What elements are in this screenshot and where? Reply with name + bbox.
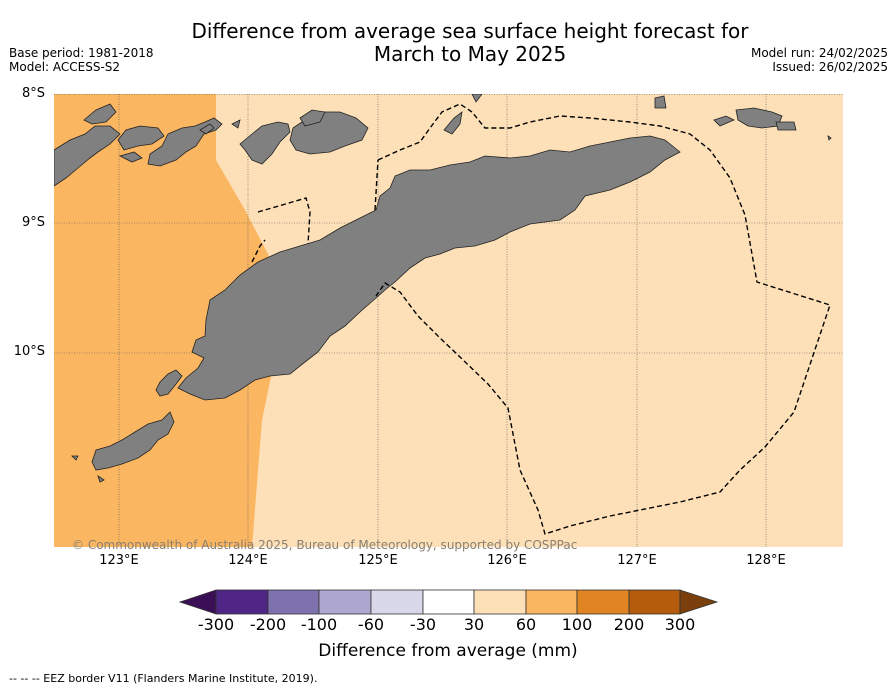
- colorbar-bin-7: [525, 589, 578, 615]
- colorbar-bin-5: [422, 589, 475, 615]
- colorbar-tick-label: -30: [409, 615, 437, 634]
- colorbar-bin-9: [628, 589, 681, 615]
- lat-label-9s: 9°S: [21, 215, 45, 230]
- babar-islet: [713, 115, 735, 127]
- colorbar-tick-label: 100: [561, 615, 593, 634]
- north-islet-b: [654, 95, 667, 109]
- north-islet-a: [471, 94, 483, 103]
- base-period: Base period: 1981-2018: [9, 46, 154, 60]
- small-islet-1: [199, 123, 215, 135]
- colorbar-title: Difference from average (mm): [318, 641, 578, 661]
- colorbar-tick-label: -100: [300, 615, 338, 634]
- adonara-island: [117, 125, 165, 151]
- flores-north-islet: [83, 103, 117, 125]
- wetar-west: [231, 119, 241, 129]
- lat-label-8s: 8°S: [21, 86, 45, 101]
- colorbar-tick-label: -200: [249, 615, 287, 634]
- moa-island: [775, 121, 797, 131]
- colorbar-bin-6: [473, 589, 527, 615]
- lon-label-128e: 128°E: [746, 553, 786, 568]
- map-area: [54, 94, 843, 547]
- lon-label-124e: 124°E: [228, 553, 268, 568]
- anomaly-60-100-region: [54, 94, 272, 547]
- atauro-islet: [443, 111, 463, 135]
- small-islet-2: [97, 475, 105, 483]
- colorbar-bin-3: [318, 589, 372, 615]
- solor-island: [118, 151, 143, 163]
- land: [54, 94, 832, 483]
- colorbar-tick-label: -300: [197, 615, 235, 634]
- meta-right: Model run: 24/02/2025 Issued: 26/02/2025: [751, 46, 888, 74]
- colorbar-extend-low: [178, 589, 217, 615]
- east-islet: [827, 135, 832, 141]
- lon-label-126e: 126°E: [487, 553, 527, 568]
- lon-label-127e: 127°E: [617, 553, 657, 568]
- model-name: Model: ACCESS-S2: [9, 60, 121, 74]
- issued-date: Issued: 26/02/2025: [772, 60, 888, 74]
- meta-left: Base period: 1981-2018 Model: ACCESS-S2: [9, 46, 154, 74]
- flores-east: [54, 125, 121, 187]
- colorbar-tick-label: 30: [463, 615, 485, 634]
- colorbar-extend-high: [679, 589, 719, 615]
- rote-island: [155, 369, 183, 397]
- colorbar: [178, 589, 719, 615]
- colorbar-bin-8: [576, 589, 630, 615]
- title-line-2: March to May 2025: [373, 42, 567, 66]
- model-run: Model run: 24/02/2025: [750, 46, 888, 60]
- raijua-islet: [71, 455, 79, 461]
- lon-label-125e: 125°E: [358, 553, 398, 568]
- copyright-notice: © Commonwealth of Australia 2025, Bureau…: [72, 538, 578, 552]
- eez-footnote: -- -- -- EEZ border V11 (Flanders Marine…: [9, 672, 318, 685]
- title-line-1: Difference from average sea surface heig…: [191, 19, 749, 43]
- sawu-island: [91, 411, 175, 471]
- alor-north-islet: [299, 109, 326, 127]
- colorbar-tick-label: -60: [357, 615, 385, 634]
- colorbar-tick-label: 300: [664, 615, 696, 634]
- colorbar-bin-4: [370, 589, 424, 615]
- lat-label-10s: 10°S: [13, 344, 45, 359]
- colorbar-bin-2: [267, 589, 320, 615]
- colorbar-tick-label: 200: [613, 615, 645, 634]
- timor-island: [177, 135, 681, 401]
- pantar-island: [239, 121, 291, 165]
- eez-border: [251, 103, 831, 535]
- colorbar-tick-label: 60: [515, 615, 537, 634]
- map-title: Difference from average sea surface heig…: [130, 20, 810, 66]
- colorbar-bin-1: [215, 589, 269, 615]
- graticule: [54, 94, 843, 547]
- lon-label-123e: 123°E: [99, 553, 139, 568]
